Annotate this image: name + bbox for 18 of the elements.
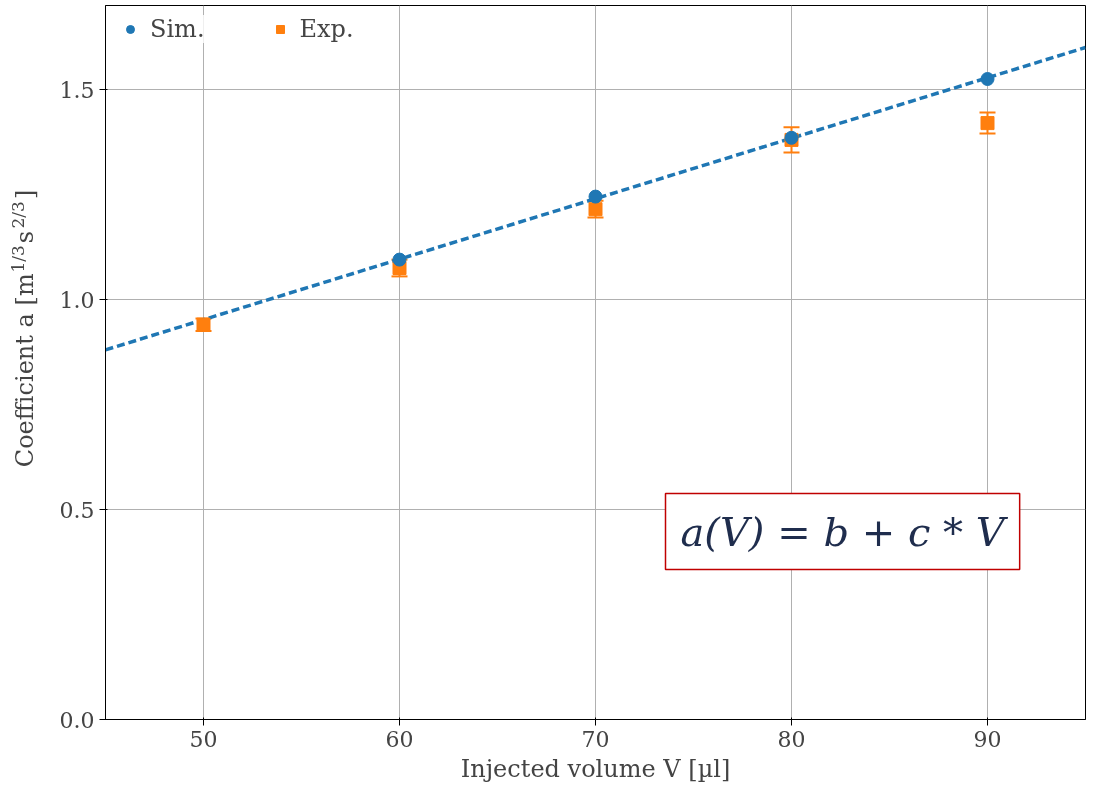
annotation: a(V) = b + c * V (680, 508, 1009, 555)
x-tick-label: 50 (189, 726, 218, 752)
x-axis-title: Injected volume V [µl] (460, 754, 731, 783)
point (588, 189, 603, 204)
x-tick-label: 90 (973, 726, 1002, 752)
x-tick-label: 60 (385, 726, 414, 752)
legend-label: Sim. (150, 15, 205, 43)
y-tick-label: 1.5 (59, 77, 95, 103)
y-tick-label: 1.0 (59, 287, 95, 313)
legend-label: Exp. (299, 15, 354, 43)
x-tick-label: 80 (777, 726, 806, 752)
y-tick-label: 0.5 (59, 497, 95, 523)
point (980, 72, 995, 86)
y-tick-label: 0.0 (59, 707, 95, 733)
y-axis-title: Coefficient a [m1/3s2/3] (7, 189, 39, 468)
x-tick-label: 70 (581, 726, 610, 752)
point (980, 116, 995, 131)
point (392, 252, 407, 267)
